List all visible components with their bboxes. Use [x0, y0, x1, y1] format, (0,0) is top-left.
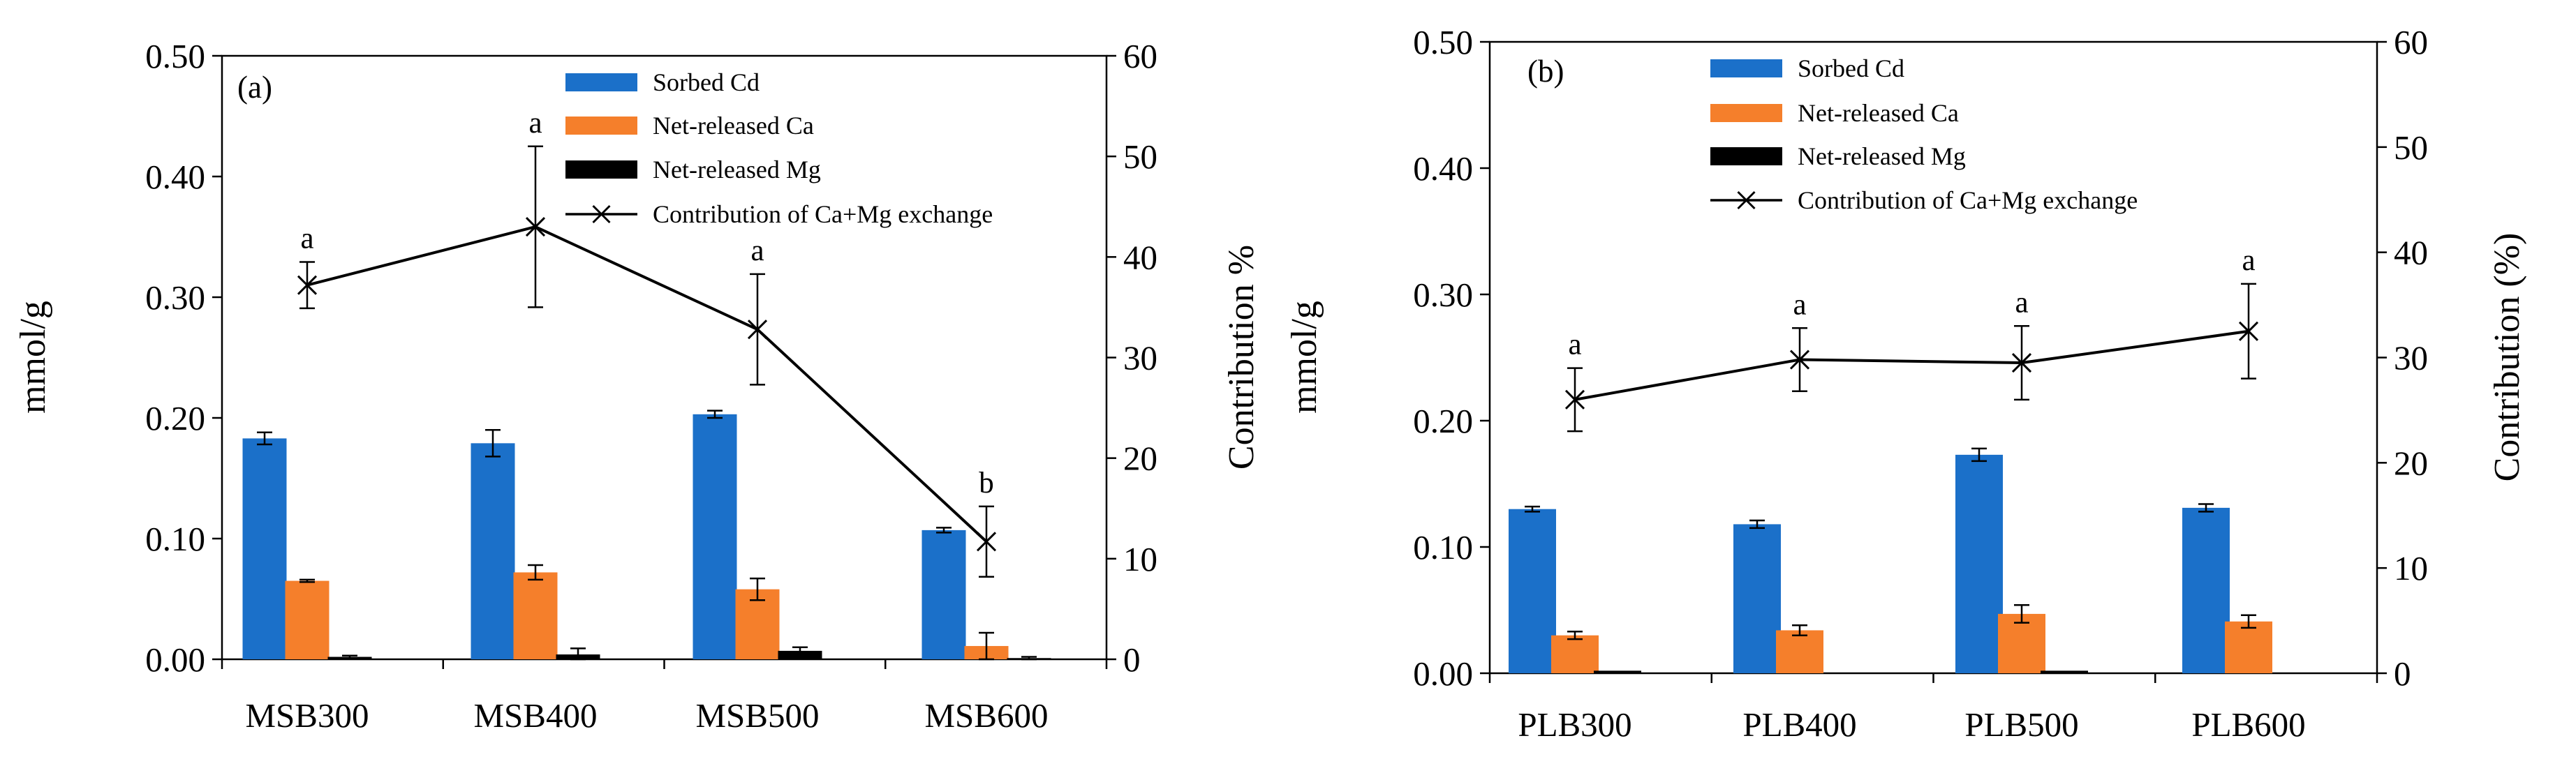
panel-b-significance-letter: a: [1793, 288, 1806, 321]
panel-b-right-tick-label: 0: [2394, 654, 2411, 693]
panel-a-significance-letter: a: [750, 234, 764, 267]
panel-a-significance-letter: a: [528, 107, 542, 140]
panel-a-right-tick-label: 50: [1123, 137, 1157, 176]
panel-a-bar-sorbed-cd: [471, 443, 515, 659]
panel-b-contribution-marker: [1789, 350, 1810, 370]
panel-b-significance-letter: a: [2242, 244, 2255, 277]
panel-a-left-tick-label: 0.10: [145, 520, 205, 558]
panel-b-contribution-line: [1574, 329, 2249, 401]
panel-a-panel-label: (a): [237, 70, 272, 105]
panel-b-category-label: PLB300: [1518, 705, 1631, 744]
panel-b-category-label: PLB500: [1964, 705, 2078, 744]
panel-b-legend-label: Sorbed Cd: [1798, 54, 1904, 82]
panel-b-legend-swatch: [1710, 59, 1782, 77]
panel-b-legend-swatch: [1710, 104, 1782, 122]
panel-b-contribution-marker: [1564, 389, 1585, 410]
panel-b-y-axis-title: mmol/g: [1285, 301, 1324, 414]
panel-a-contribution-marker: [747, 320, 768, 340]
panel-b-significance-letter: a: [2015, 286, 2028, 319]
panel-b-right-tick-label: 60: [2394, 23, 2428, 61]
panel-b-right-tick-label: 10: [2394, 549, 2428, 587]
panel-b-significance-letter: a: [1568, 329, 1581, 361]
panel-b-legend-swatch: [1710, 147, 1782, 165]
panel-a-y2-axis-title: Contribution %: [1222, 245, 1261, 470]
panel-b-left-tick-label: 0.00: [1413, 654, 1473, 693]
panel-a-category-label: MSB300: [245, 696, 369, 735]
panel-a-bar-net-released-ca: [285, 580, 330, 659]
panel-a-left-tick-label: 0.30: [145, 278, 205, 317]
panel-a-right-tick-label: 10: [1123, 540, 1157, 578]
panel-b-y2-axis-title: Contribution (%): [2487, 233, 2527, 482]
panel-b-left-tick-label: 0.40: [1413, 149, 1473, 188]
panel-a-category-label: MSB600: [924, 696, 1048, 735]
panel-b-legend-marker: [1737, 190, 1756, 210]
panel-a-right-tick-label: 0: [1123, 640, 1141, 679]
panel-a-plot-frame: [221, 54, 1108, 661]
panel-a-bar-net-released-ca: [513, 572, 558, 659]
panel-b-panel-label: (b): [1527, 54, 1564, 89]
panel-b-bar-sorbed-cd: [1955, 454, 2003, 673]
panel-b-bar-net-released-ca: [1998, 613, 2045, 673]
panel-b-right-tick-label: 40: [2394, 234, 2428, 272]
panel-a-left-tick-label: 0.50: [145, 37, 205, 75]
panel-b-category-label: PLB600: [2191, 705, 2305, 744]
panel-a-legend-marker: [592, 204, 611, 224]
panel-a-right-tick-label: 20: [1123, 440, 1157, 478]
panel-b-bar-sorbed-cd: [1509, 509, 1556, 673]
panel-a-legend-swatch: [565, 73, 637, 91]
panel-b-right-tick-label: 20: [2394, 444, 2428, 482]
panel-b-bar-net-released-ca: [1551, 635, 1599, 673]
panel-b-bar-net-released-mg: [2041, 670, 2088, 673]
panel-a-legend-swatch: [565, 160, 637, 179]
panel-b-legend-label: Net-released Ca: [1798, 99, 1959, 127]
panel-a-bar-sorbed-cd: [693, 414, 737, 659]
panel-b-category-label: PLB400: [1742, 705, 1856, 744]
panel-a-legend-label: Contribution of Ca+Mg exchange: [653, 200, 993, 228]
panel-a-left-tick-label: 0.40: [145, 158, 205, 196]
panel-b-left-tick-label: 0.20: [1413, 402, 1473, 440]
panel-a-left-tick-label: 0.20: [145, 399, 205, 437]
panel-a-category-label: MSB500: [695, 696, 819, 735]
panel-a-significance-letter: a: [300, 223, 313, 255]
panel-a-legend-swatch: [565, 117, 637, 135]
panel-b-bar-net-released-mg: [1594, 670, 1641, 673]
panel-a-legend-label: Net-released Mg: [653, 156, 821, 183]
panel-b-left-tick-label: 0.30: [1413, 276, 1473, 314]
panel-a-bar-sorbed-cd: [921, 530, 966, 659]
panel-a-contribution-marker: [297, 275, 318, 295]
panel-a-legend-label: Sorbed Cd: [653, 68, 760, 96]
panel-b-bar-sorbed-cd: [1733, 524, 1781, 673]
panel-a-significance-letter: b: [979, 467, 994, 500]
panel-b-contribution-marker: [2238, 321, 2259, 341]
panel-a-contribution-marker: [976, 532, 997, 552]
panel-a-contribution-line: [306, 225, 988, 543]
panel-b-bar-sorbed-cd: [2182, 507, 2230, 673]
panel-a-legend-label: Net-released Ca: [653, 112, 814, 140]
panel-a-y-axis-title: mmol/g: [13, 301, 53, 414]
panel-a-bar-sorbed-cd: [242, 438, 287, 659]
panel-b-legend-label: Contribution of Ca+Mg exchange: [1798, 186, 2138, 214]
panel-b-bar-net-released-ca: [1776, 630, 1823, 673]
panel-b-left-tick-label: 0.10: [1413, 528, 1473, 566]
panel-b-bar-net-released-ca: [2225, 621, 2272, 673]
panel-b-plot-frame: [1488, 40, 2378, 675]
panel-b-right-tick-label: 30: [2394, 339, 2428, 377]
panel-b-right-tick-label: 50: [2394, 128, 2428, 167]
panel-a-right-tick-label: 30: [1123, 339, 1157, 377]
panel-b-left-tick-label: 0.50: [1413, 23, 1473, 61]
panel-a-contribution-marker: [525, 217, 546, 237]
panel-a-right-tick-label: 60: [1123, 37, 1157, 75]
panel-b-legend-label: Net-released Mg: [1798, 142, 1966, 170]
panel-b-contribution-marker: [2011, 352, 2032, 373]
panel-a-right-tick-label: 40: [1123, 238, 1157, 276]
panel-a-left-tick-label: 0.00: [145, 640, 205, 679]
panel-a-category-label: MSB400: [473, 696, 597, 735]
